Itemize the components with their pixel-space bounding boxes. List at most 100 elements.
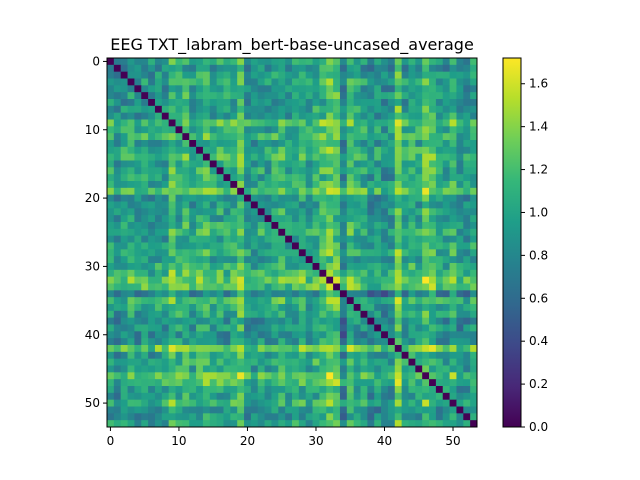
heatmap-cell [264, 386, 272, 394]
heatmap-cell [216, 174, 224, 182]
heatmap-cell [435, 140, 444, 148]
heatmap-cell [250, 99, 259, 107]
heatmap-cell [470, 392, 478, 401]
heatmap-cell [435, 317, 444, 325]
heatmap-cell [381, 140, 389, 148]
heatmap-cell [127, 228, 135, 237]
heatmap-cell [271, 331, 279, 339]
heatmap-cell [189, 269, 197, 278]
heatmap-cell [312, 153, 320, 161]
heatmap-cell [367, 71, 375, 79]
heatmap-cell [381, 215, 389, 223]
heatmap-cell [202, 331, 211, 339]
heatmap-cell [339, 365, 348, 373]
heatmap-cell [463, 249, 471, 257]
heatmap-cell [230, 140, 238, 148]
heatmap-cell [374, 133, 382, 141]
heatmap-cell [415, 358, 423, 366]
heatmap-cell [470, 228, 478, 237]
heatmap-cell [257, 338, 265, 346]
heatmap-cell [435, 181, 444, 189]
heatmap-cell [175, 153, 183, 161]
heatmap-cell [401, 235, 409, 243]
heatmap-cell [374, 167, 382, 175]
heatmap-cell [285, 181, 293, 189]
heatmap-cell [394, 85, 403, 93]
heatmap-cell [237, 338, 245, 346]
heatmap-cell [175, 413, 183, 421]
heatmap-cell [257, 215, 265, 223]
heatmap-cell [374, 119, 382, 127]
heatmap-cell [168, 112, 176, 120]
heatmap-cell [387, 140, 396, 148]
heatmap-cell [134, 351, 142, 360]
heatmap-cell [264, 105, 272, 114]
heatmap-cell [408, 317, 416, 325]
heatmap-cell [422, 392, 430, 401]
heatmap-cell [175, 126, 183, 134]
heatmap-cell [196, 304, 204, 312]
heatmap-cell [339, 78, 348, 86]
heatmap-cell [154, 201, 163, 209]
heatmap-cell [292, 406, 300, 414]
heatmap-cell [278, 386, 286, 394]
heatmap-cell [298, 399, 307, 407]
heatmap-cell [237, 304, 245, 312]
heatmap-cell [401, 297, 409, 305]
heatmap-cell [312, 222, 320, 230]
heatmap-cell [230, 78, 238, 86]
heatmap-cell [182, 92, 190, 100]
heatmap-cell [319, 153, 327, 161]
heatmap-cell [271, 71, 279, 79]
heatmap-cell [127, 112, 135, 120]
heatmap-cell [182, 304, 190, 312]
heatmap-cell [148, 365, 156, 373]
heatmap-cell [408, 174, 416, 182]
heatmap-cell [250, 126, 259, 134]
heatmap-cell [107, 256, 115, 264]
heatmap-cell [271, 208, 279, 216]
heatmap-cell [312, 133, 320, 141]
heatmap-cell [346, 146, 355, 155]
heatmap-cell [401, 263, 409, 271]
heatmap-cell [381, 420, 389, 428]
heatmap-cell [456, 283, 464, 291]
heatmap-cell [298, 317, 307, 325]
heatmap-cell [196, 201, 204, 209]
heatmap-cell [285, 201, 293, 209]
heatmap-cell [264, 269, 272, 278]
heatmap-cell [264, 345, 272, 353]
heatmap-cell [333, 181, 341, 189]
heatmap-cell [209, 187, 218, 196]
heatmap-cell [470, 249, 478, 257]
heatmap-cell [141, 112, 149, 120]
heatmap-cell [381, 317, 389, 325]
heatmap-cell [134, 181, 142, 189]
heatmap-cell [257, 235, 265, 243]
heatmap-cell [196, 215, 204, 223]
heatmap-cell [381, 99, 389, 107]
heatmap-cell [237, 167, 245, 175]
heatmap-cell [387, 413, 396, 421]
heatmap-cell [107, 365, 115, 373]
heatmap-cell [182, 386, 190, 394]
heatmap-cell [401, 119, 409, 127]
heatmap-cell [141, 263, 149, 271]
heatmap-cell [319, 358, 327, 366]
heatmap-cell [278, 119, 286, 127]
heatmap-cell [120, 406, 128, 414]
heatmap-cell [257, 242, 265, 250]
heatmap-cell [107, 99, 115, 107]
heatmap-cell [175, 406, 183, 414]
heatmap-cell [230, 92, 238, 100]
heatmap-cell [442, 324, 450, 332]
heatmap-cell [408, 413, 416, 421]
heatmap-cell [257, 112, 265, 120]
heatmap-cell [257, 58, 265, 66]
heatmap-cell [285, 78, 293, 86]
heatmap-cell [141, 194, 149, 202]
heatmap-cell [292, 331, 300, 339]
heatmap-cell [168, 249, 176, 257]
heatmap-cell [422, 228, 430, 237]
heatmap-cell [326, 71, 334, 79]
